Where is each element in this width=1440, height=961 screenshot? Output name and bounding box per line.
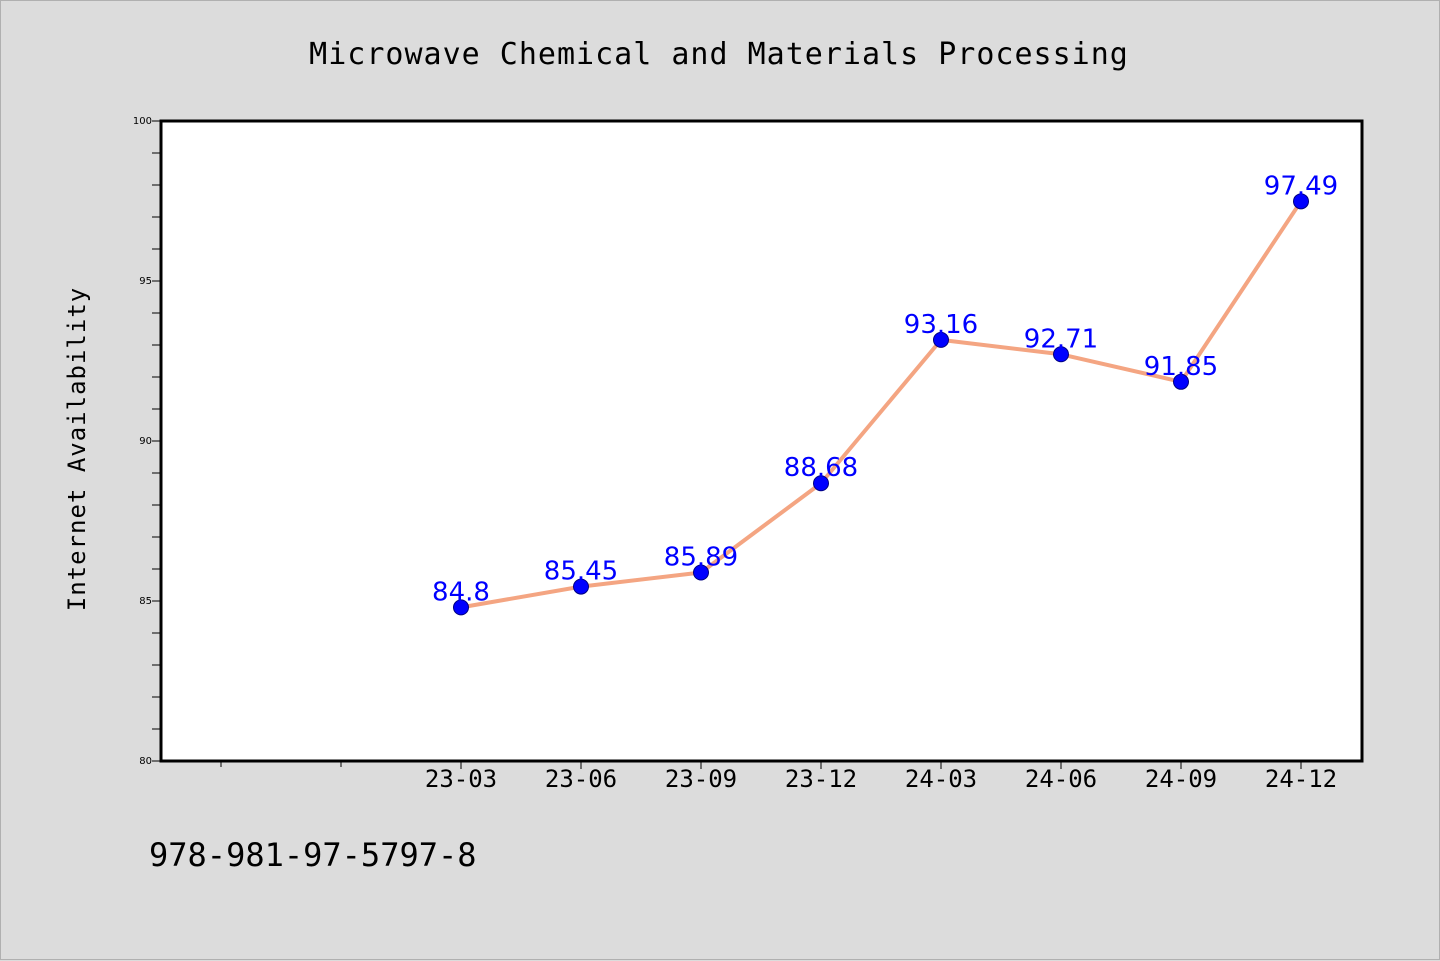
data-point <box>1173 373 1189 390</box>
chart-title: Microwave Chemical and Materials Process… <box>309 37 1129 72</box>
data-point <box>453 599 469 616</box>
data-label: 85.45 <box>544 557 618 587</box>
data-label: 93.16 <box>904 310 978 340</box>
y-tick-label: 95 <box>139 276 152 287</box>
series-line-group <box>460 200 1303 610</box>
data-label: 97.49 <box>1264 171 1338 201</box>
y-tick-label: 90 <box>139 436 152 447</box>
data-label: 84.8 <box>432 577 490 607</box>
data-label: 91.85 <box>1144 352 1218 382</box>
y-tick-label: 100 <box>133 116 152 127</box>
y-axis-label: Internet Availability <box>63 287 91 611</box>
data-point <box>1293 193 1309 210</box>
data-point <box>933 331 949 348</box>
series-line <box>460 200 1303 610</box>
data-point <box>693 564 709 581</box>
series-markers-group <box>453 193 1309 616</box>
y-axis-ticks: 80 85 90 95 100 <box>133 116 161 767</box>
x-tick-label: 23-03 <box>425 765 497 793</box>
plot-area <box>159 119 1364 763</box>
data-point <box>1053 346 1069 363</box>
x-tick-label: 24-03 <box>905 765 977 793</box>
data-label: 85.89 <box>664 543 738 573</box>
y-tick-label: 85 <box>139 596 152 607</box>
x-axis-ticks: 23-03 23-06 23-09 23-12 24-03 24-06 24-09 24-12 <box>220 761 1337 793</box>
x-tick-label: 24-09 <box>1145 765 1217 793</box>
data-label: 88.68 <box>784 453 858 483</box>
footer-isbn: 978-981-97-5797-8 <box>149 836 477 874</box>
data-point <box>573 578 589 595</box>
data-label: 92.71 <box>1024 324 1098 354</box>
x-tick-label: 23-09 <box>665 765 737 793</box>
x-tick-label: 23-12 <box>785 765 857 793</box>
data-point <box>813 475 829 492</box>
y-tick-label: 80 <box>139 756 152 767</box>
x-tick-label: 24-06 <box>1025 765 1097 793</box>
data-labels-group: 84.8 85.45 85.89 88.68 93.16 92.71 91.85 97.49 <box>432 171 1338 607</box>
x-tick-label: 24-12 <box>1265 765 1337 793</box>
x-tick-label: 23-06 <box>545 765 617 793</box>
